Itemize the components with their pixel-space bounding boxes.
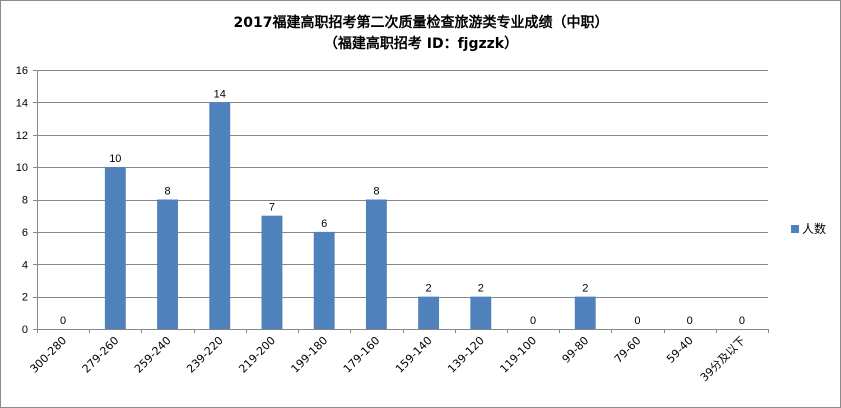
y-tick-labels: 0 2 4 6 8 10 12 14 16	[16, 65, 28, 336]
x-tick-label: 219-200	[236, 334, 278, 376]
bar	[365, 199, 387, 329]
x-tick-label: 79-60	[612, 334, 644, 366]
data-label: 0	[687, 315, 693, 327]
bar	[470, 296, 492, 329]
data-label: 2	[426, 283, 432, 295]
x-tick-label: 119-100	[497, 334, 539, 376]
x-tick-label: 139-120	[445, 334, 487, 376]
x-tick-label: 159-140	[393, 334, 435, 376]
x-tick-label: 179-160	[341, 334, 383, 376]
bar	[261, 215, 283, 329]
bars	[104, 102, 596, 329]
y-tick-label: 0	[22, 324, 28, 336]
x-tick-label: 259-240	[132, 334, 174, 376]
bar	[574, 296, 596, 329]
axes	[33, 70, 769, 333]
data-label: 0	[634, 315, 640, 327]
x-tick-label: 279-260	[80, 334, 122, 376]
y-tick-label: 14	[16, 97, 28, 109]
y-tick-label: 4	[22, 259, 28, 271]
x-tick-label: 59-40	[664, 334, 696, 366]
x-tick-label: 199-180	[289, 334, 331, 376]
data-label: 10	[109, 153, 121, 165]
data-label: 0	[739, 315, 745, 327]
bar	[104, 167, 126, 329]
data-label: 8	[164, 186, 170, 198]
x-tick-label: 99-80	[560, 334, 592, 366]
x-tick-labels: 300-280 279-260 259-240 239-220 219-200 199-1…	[28, 334, 748, 384]
data-label: 0	[530, 315, 536, 327]
data-label: 2	[478, 283, 484, 295]
y-tick-label: 8	[22, 195, 28, 207]
x-tick-label: 239-220	[184, 334, 226, 376]
data-label: 14	[214, 88, 226, 100]
legend-label: 人数	[802, 221, 826, 236]
y-tick-label: 16	[16, 65, 28, 77]
x-tick-label: 300-280	[28, 334, 70, 376]
bar	[313, 231, 335, 329]
chart-subtitle: （福建高职招考 ID：fjgzzk）	[324, 35, 518, 52]
y-tick-label: 10	[16, 162, 28, 174]
bar	[157, 199, 178, 329]
data-label: 7	[269, 202, 275, 214]
y-tick-label: 12	[16, 130, 28, 142]
bar	[418, 296, 440, 329]
data-label: 8	[373, 186, 379, 198]
x-tick-label: 39分及以下	[698, 334, 748, 384]
data-label: 6	[321, 218, 327, 230]
gridlines	[37, 70, 768, 298]
y-tick-label: 6	[22, 227, 28, 239]
legend-swatch	[791, 225, 799, 233]
legend: 人数	[791, 221, 826, 236]
data-label: 2	[582, 283, 588, 295]
data-labels: 0 10 8 14 7 6 8 2 2 0 2 0 0 0	[60, 88, 745, 327]
y-tick-label: 2	[22, 292, 28, 304]
data-label: 0	[60, 315, 66, 327]
chart-title: 2017福建高职招考第二次质量检查旅游类专业成绩（中职）	[234, 14, 609, 31]
bar	[209, 102, 231, 329]
